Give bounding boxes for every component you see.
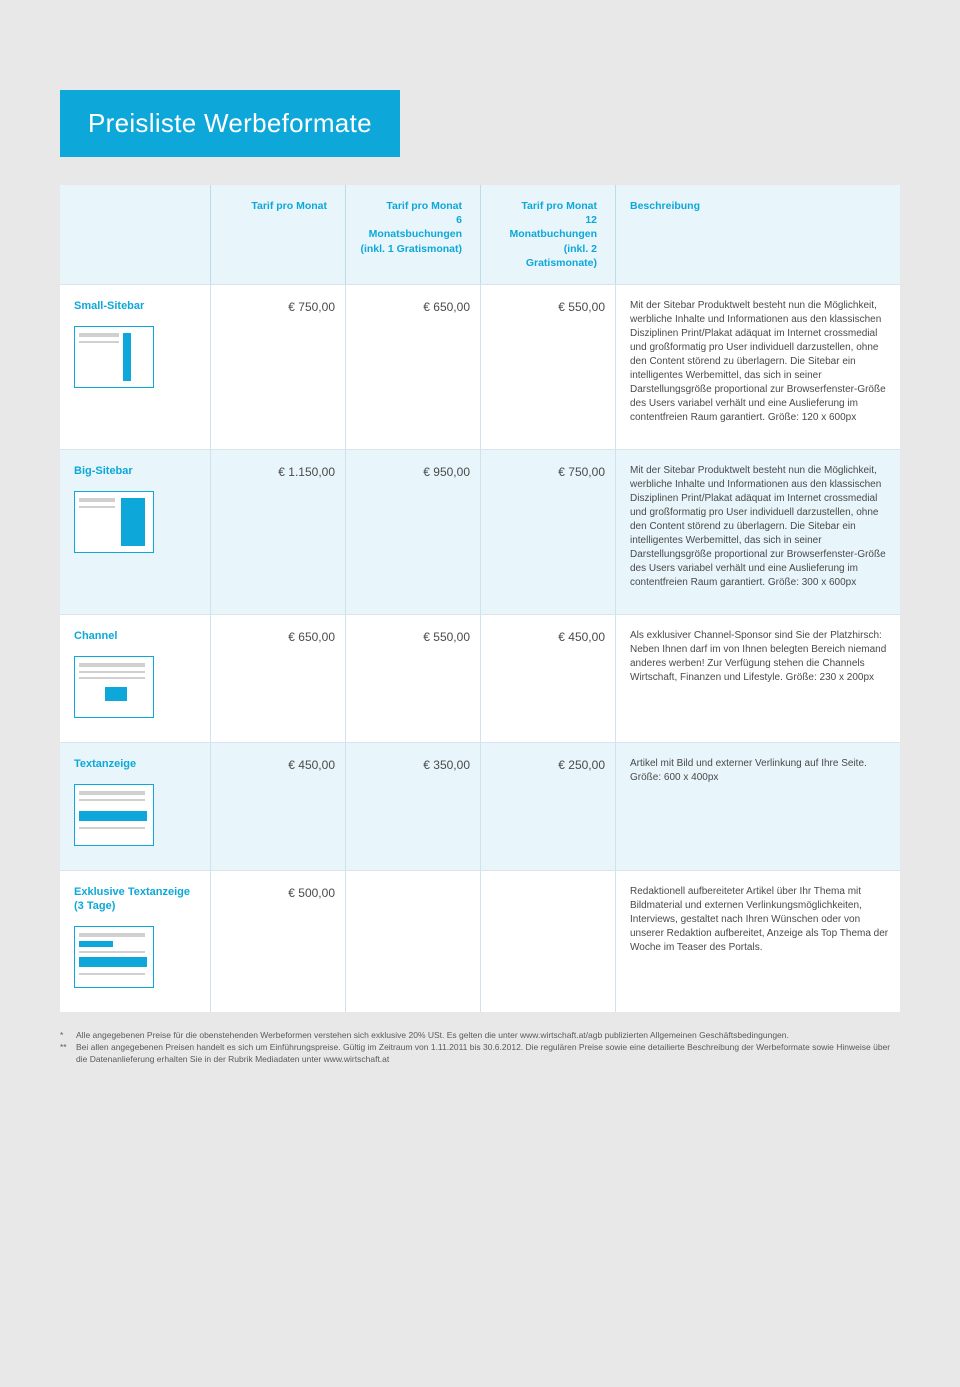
price-value: € 450,00: [495, 629, 605, 645]
table-row: Channel € 650,00 € 550,00 € 450,00 Als exklu…: [60, 614, 900, 742]
format-name: Textanzeige: [74, 757, 200, 772]
cell-price-1: € 750,00: [210, 285, 345, 449]
price-value: € 550,00: [360, 629, 470, 645]
price-value: € 650,00: [225, 629, 335, 645]
header-tarif-1: Tarif pro Monat: [210, 185, 345, 284]
format-diagram-icon: [74, 326, 154, 388]
price-value: € 1.150,00: [225, 464, 335, 480]
header-line: (inkl. 1 Gratismonat): [360, 243, 462, 255]
table-row: Big-Sitebar € 1.150,00 € 950,00 € 750,00 Mit…: [60, 449, 900, 614]
cell-price-1: € 500,00: [210, 871, 345, 1013]
header-line: 6 Monatsbuchungen: [369, 214, 462, 240]
description-text: Artikel mit Bild und externer Verlinkung…: [630, 757, 890, 785]
description-text: Redaktionell aufbereiteter Artikel über …: [630, 885, 890, 955]
cell-desc: Mit der Sitebar Produktwelt besteht nun …: [615, 285, 900, 449]
header-line: Tarif pro Monat: [521, 200, 597, 212]
footnote-text: Alle angegebenen Preise für die obensteh…: [76, 1030, 900, 1042]
description-text: Als exklusiver Channel-Sponsor sind Sie …: [630, 629, 890, 685]
price-value: € 650,00: [360, 299, 470, 315]
cell-format: Exklusive Textanzeige (3 Tage): [60, 871, 210, 1013]
cell-price-12: [480, 871, 615, 1013]
cell-desc: Artikel mit Bild und externer Verlinkung…: [615, 743, 900, 870]
cell-price-12: € 250,00: [480, 743, 615, 870]
format-name: Channel: [74, 629, 200, 644]
cell-format: Channel: [60, 615, 210, 742]
header-tarif-6: Tarif pro Monat 6 Monatsbuchungen (inkl.…: [345, 185, 480, 284]
header-line: (inkl. 2 Gratismonate): [526, 243, 597, 269]
cell-price-6: [345, 871, 480, 1013]
price-value: € 350,00: [360, 757, 470, 773]
table-row: Small-Sitebar € 750,00 € 650,00 € 550,00 Mit…: [60, 284, 900, 449]
cell-price-6: € 650,00: [345, 285, 480, 449]
cell-price-12: € 750,00: [480, 450, 615, 614]
format-diagram-icon: [74, 656, 154, 718]
header-line: Tarif pro Monat: [386, 200, 462, 212]
footnote-mark: **: [60, 1042, 76, 1066]
format-diagram-icon: [74, 926, 154, 988]
format-diagram-icon: [74, 784, 154, 846]
cell-price-6: € 350,00: [345, 743, 480, 870]
header-format: [60, 185, 210, 284]
footnote-mark: *: [60, 1030, 76, 1042]
format-name: Exklusive Textanzeige (3 Tage): [74, 885, 200, 915]
cell-price-1: € 450,00: [210, 743, 345, 870]
pricing-table: Tarif pro Monat Tarif pro Monat 6 Monats…: [60, 185, 900, 1012]
description-text: Mit der Sitebar Produktwelt besteht nun …: [630, 464, 890, 590]
price-value: € 750,00: [495, 464, 605, 480]
cell-format: Big-Sitebar: [60, 450, 210, 614]
footnote-text: Bei allen angegebenen Preisen handelt es…: [76, 1042, 900, 1066]
format-name: Big-Sitebar: [74, 464, 200, 479]
header-tarif-12: Tarif pro Monat 12 Monatbuchungen (inkl.…: [480, 185, 615, 284]
cell-desc: Redaktionell aufbereiteter Artikel über …: [615, 871, 900, 1013]
cell-price-1: € 650,00: [210, 615, 345, 742]
cell-desc: Als exklusiver Channel-Sponsor sind Sie …: [615, 615, 900, 742]
price-value: € 550,00: [495, 299, 605, 315]
cell-format: Textanzeige: [60, 743, 210, 870]
description-text: Mit der Sitebar Produktwelt besteht nun …: [630, 299, 890, 425]
cell-price-12: € 450,00: [480, 615, 615, 742]
price-value: € 750,00: [225, 299, 335, 315]
price-value: € 250,00: [495, 757, 605, 773]
format-name: Small-Sitebar: [74, 299, 200, 314]
header-line: 12 Monatbuchungen: [510, 214, 598, 240]
cell-format: Small-Sitebar: [60, 285, 210, 449]
table-header: Tarif pro Monat Tarif pro Monat 6 Monats…: [60, 185, 900, 284]
table-row: Exklusive Textanzeige (3 Tage) € 500,00 Re…: [60, 870, 900, 1013]
footnote: ** Bei allen angegebenen Preisen handelt…: [60, 1042, 900, 1066]
cell-price-1: € 1.150,00: [210, 450, 345, 614]
header-desc: Beschreibung: [615, 185, 900, 284]
cell-price-6: € 950,00: [345, 450, 480, 614]
page-title: Preisliste Werbeformate: [60, 90, 400, 157]
footnotes: * Alle angegebenen Preise für die obenst…: [60, 1030, 900, 1066]
table-row: Textanzeige € 450,00 € 350,00 € 250,00 Artik…: [60, 742, 900, 870]
cell-desc: Mit der Sitebar Produktwelt besteht nun …: [615, 450, 900, 614]
cell-price-6: € 550,00: [345, 615, 480, 742]
price-value: € 950,00: [360, 464, 470, 480]
price-value: € 500,00: [225, 885, 335, 901]
format-diagram-icon: [74, 491, 154, 553]
footnote: * Alle angegebenen Preise für die obenst…: [60, 1030, 900, 1042]
price-value: € 450,00: [225, 757, 335, 773]
cell-price-12: € 550,00: [480, 285, 615, 449]
